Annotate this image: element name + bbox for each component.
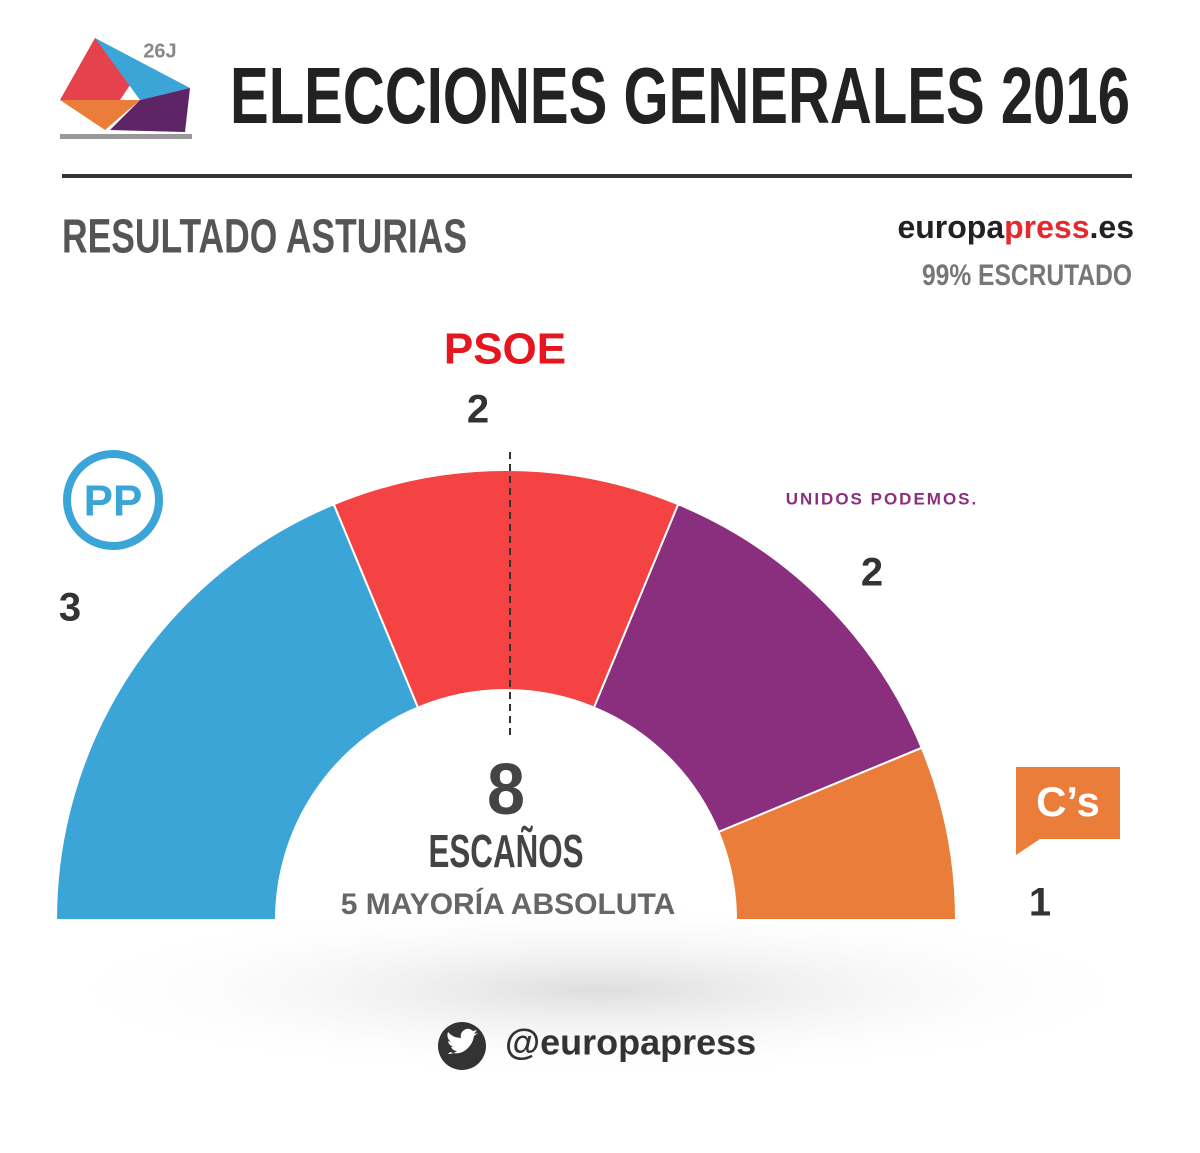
source: europapress.es (897, 209, 1134, 245)
handle: @europapress (505, 1022, 756, 1063)
value-label: 1 (1029, 881, 1051, 925)
party-name: UNIDOS PODEMOS. (786, 489, 978, 508)
majority: 5 MAYORÍA ABSOLUTA (341, 887, 675, 921)
party-name: PP (84, 477, 143, 526)
party-logo (1016, 767, 1120, 855)
value-label: 2 (467, 388, 489, 432)
twitter-bird (447, 1028, 478, 1054)
majority-label: MAYORÍA ABSOLUTA (366, 887, 675, 921)
value-label: 3 (59, 586, 81, 630)
source-part: press (1004, 209, 1089, 245)
majority-value: 5 (341, 888, 358, 921)
total-label: ESCAÑOS (429, 825, 584, 877)
seat-segment (592, 502, 924, 834)
total: 8 (487, 750, 525, 830)
value-label: 2 (861, 551, 883, 595)
source-part: europa (897, 209, 1004, 245)
scrutinized: 99% ESCRUTADO (922, 259, 1132, 292)
source-part: .es (1090, 209, 1134, 245)
party-name: PSOE (444, 325, 566, 374)
logo: 26J (60, 38, 192, 139)
party-name: C’s (1036, 778, 1100, 825)
subtitle: RESULTADO ASTURIAS (62, 211, 467, 264)
seat-segment (717, 746, 958, 921)
divider (62, 174, 1132, 178)
logo-text: 26J (143, 40, 176, 62)
party-logo (63, 450, 163, 550)
seat-segment (54, 502, 420, 921)
shadow (40, 900, 1160, 1080)
chart-title: ELECCIONES GENERALES 2016 (230, 51, 1130, 140)
seat-segment (332, 468, 680, 709)
